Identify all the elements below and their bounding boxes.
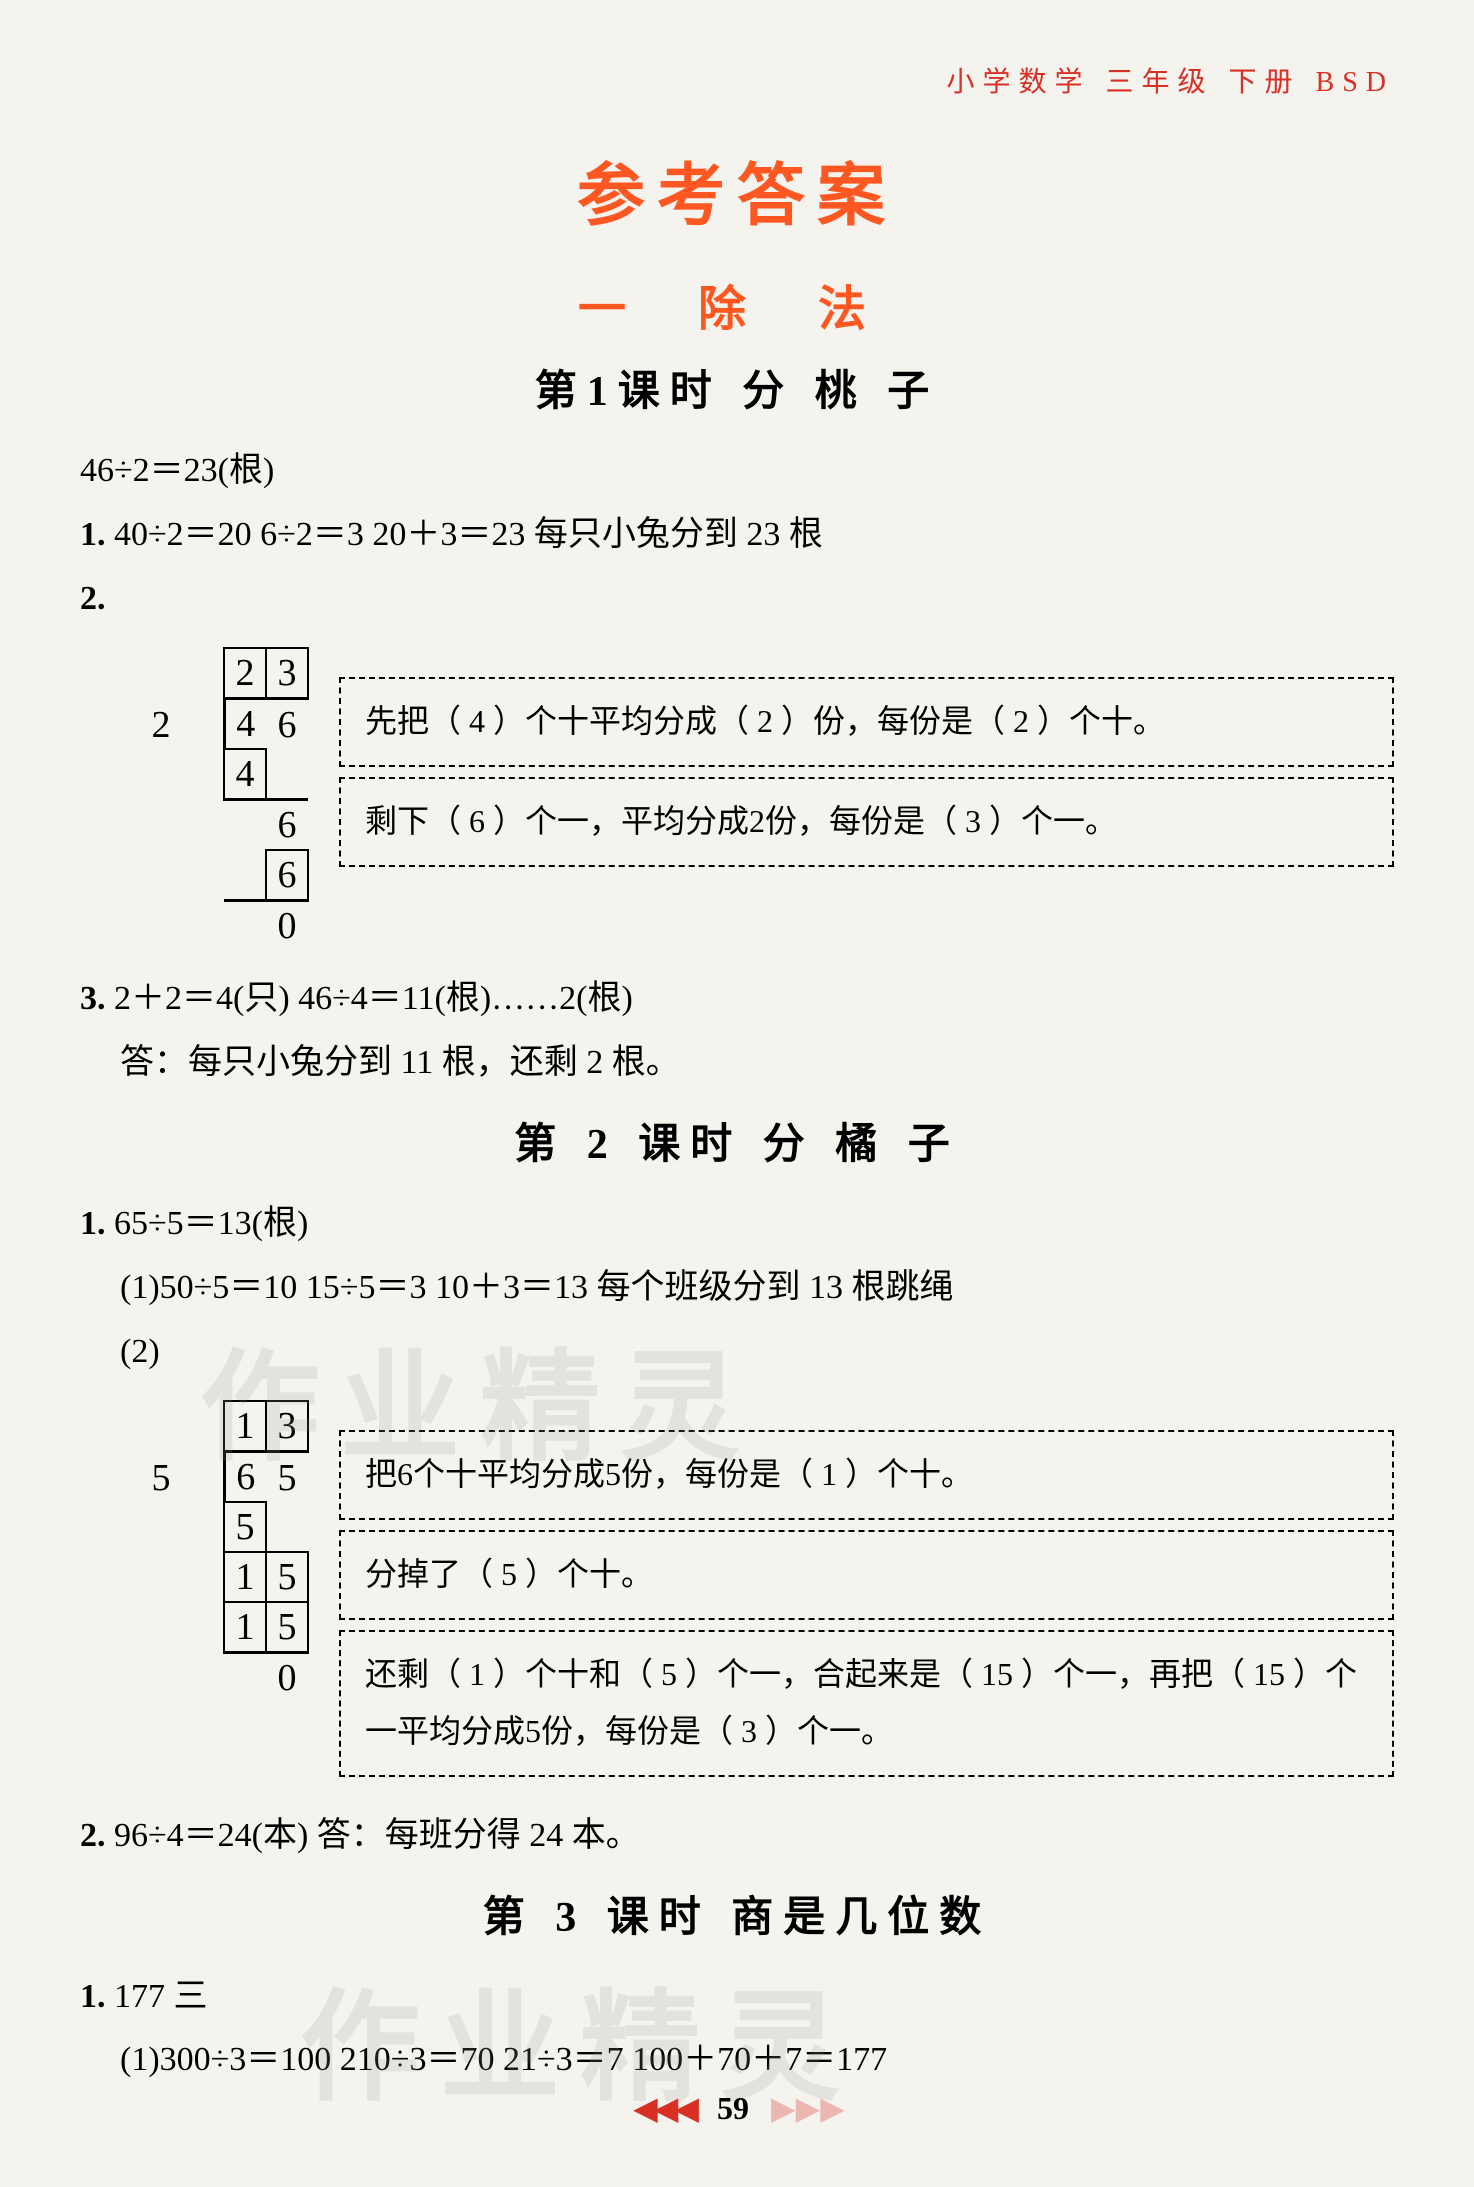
long-division-2: 13 565 5 15 15 0 bbox=[140, 1400, 309, 1702]
info-box-5: 还剩（ 1 ）个十和（ 5 ）个一，合起来是（ 15 ）个一，再把（ 15 ）个… bbox=[339, 1630, 1394, 1777]
lesson-1-q2: 2. bbox=[80, 570, 1394, 628]
q-number: 3. bbox=[80, 980, 106, 1017]
page-header: 小学数学 三年级 下册 BSD bbox=[80, 60, 1394, 100]
q1-line2: (1)50÷5＝10 15÷5＝3 10＋3＝13 每个班级分到 13 根跳绳 bbox=[80, 1259, 1394, 1317]
q-number: 2. bbox=[80, 580, 106, 617]
q1-sub2-label: (2) bbox=[80, 1323, 1394, 1381]
page-number: 59 bbox=[717, 2090, 749, 2126]
q1-sub2-info: 把6个十平均分成5份，每份是（ 1 ）个十。 分掉了（ 5 ）个十。 还剩（ 1… bbox=[339, 1400, 1394, 1786]
q-number: 2. bbox=[80, 1817, 106, 1854]
footer-right-marks: ▶ ▶ ▶ bbox=[771, 2090, 841, 2126]
q-number: 1. bbox=[80, 1978, 106, 2015]
lesson-1-q1: 1. 40÷2＝20 6÷2＝3 20＋3＝23 每只小兔分到 23 根 bbox=[80, 506, 1394, 564]
info-box-4: 分掉了（ 5 ）个十。 bbox=[339, 1530, 1394, 1620]
subject-label: 小学数学 bbox=[946, 67, 1090, 98]
q-number: 1. bbox=[80, 516, 106, 553]
chapter-title: 一 除 法 bbox=[80, 269, 1394, 339]
volume-label: 下册 bbox=[1229, 67, 1301, 98]
lesson-2-q1: 1. 65÷5＝13(根) bbox=[80, 1195, 1394, 1253]
info-box-3: 把6个十平均分成5份，每份是（ 1 ）个十。 bbox=[339, 1430, 1394, 1520]
q1-l3-line1: 177 三 bbox=[114, 1978, 208, 2015]
q1-line1: 65÷5＝13(根) bbox=[114, 1205, 308, 1242]
edition-label: BSD bbox=[1316, 67, 1394, 98]
q3-line1: 2＋2＝4(只) 46÷4＝11(根)……2(根) bbox=[114, 980, 633, 1017]
q1-sub2-layout: 13 565 5 15 15 0 把6个十平均分成5份，每份是（ 1 ）个十。 … bbox=[80, 1400, 1394, 1786]
footer-left-marks: ◀◀◀ bbox=[633, 2090, 695, 2126]
long-division-1: 23 246 4 6 6 0 bbox=[140, 647, 309, 950]
lesson-3-q1: 1. 177 三 bbox=[80, 1968, 1394, 2026]
q2-text: 96÷4＝24(本) 答：每班分得 24 本。 bbox=[114, 1817, 640, 1854]
q-number: 1. bbox=[80, 1205, 106, 1242]
q3-line2: 答：每只小兔分到 11 根，还剩 2 根。 bbox=[80, 1034, 1394, 1092]
lesson-1-intro: 46÷2＝23(根) bbox=[80, 442, 1394, 500]
lesson-2-q2: 2. 96÷4＝24(本) 答：每班分得 24 本。 bbox=[80, 1807, 1394, 1865]
info-box-2: 剩下（ 6 ）个一，平均分成2份，每份是（ 3 ）个一。 bbox=[339, 777, 1394, 867]
page-footer: ◀◀◀ 59 ▶ ▶ ▶ bbox=[0, 2089, 1474, 2127]
q2-info-boxes: 先把（ 4 ）个十平均分成（ 2 ）份，每份是（ 2 ）个十。 剩下（ 6 ）个… bbox=[339, 647, 1394, 876]
q1-text: 40÷2＝20 6÷2＝3 20＋3＝23 每只小兔分到 23 根 bbox=[114, 516, 823, 553]
lesson-1-q3: 3. 2＋2＝4(只) 46÷4＝11(根)……2(根) bbox=[80, 970, 1394, 1028]
main-title: 参考答案 bbox=[80, 140, 1394, 239]
q2-layout: 23 246 4 6 6 0 先把（ 4 ）个十平均分成（ 2 ）份，每份是（ … bbox=[80, 647, 1394, 950]
lesson-3-title: 第 3 课时 商是几位数 bbox=[80, 1883, 1394, 1944]
info-box-1: 先把（ 4 ）个十平均分成（ 2 ）份，每份是（ 2 ）个十。 bbox=[339, 677, 1394, 767]
lesson-2-title: 第 2 课时 分 橘 子 bbox=[80, 1110, 1394, 1171]
lesson-1-title: 第1课时 分 桃 子 bbox=[80, 357, 1394, 418]
q1-l3-line2: (1)300÷3＝100 210÷3＝70 21÷3＝7 100＋70＋7＝17… bbox=[80, 2031, 1394, 2089]
grade-label: 三年级 bbox=[1106, 67, 1214, 98]
